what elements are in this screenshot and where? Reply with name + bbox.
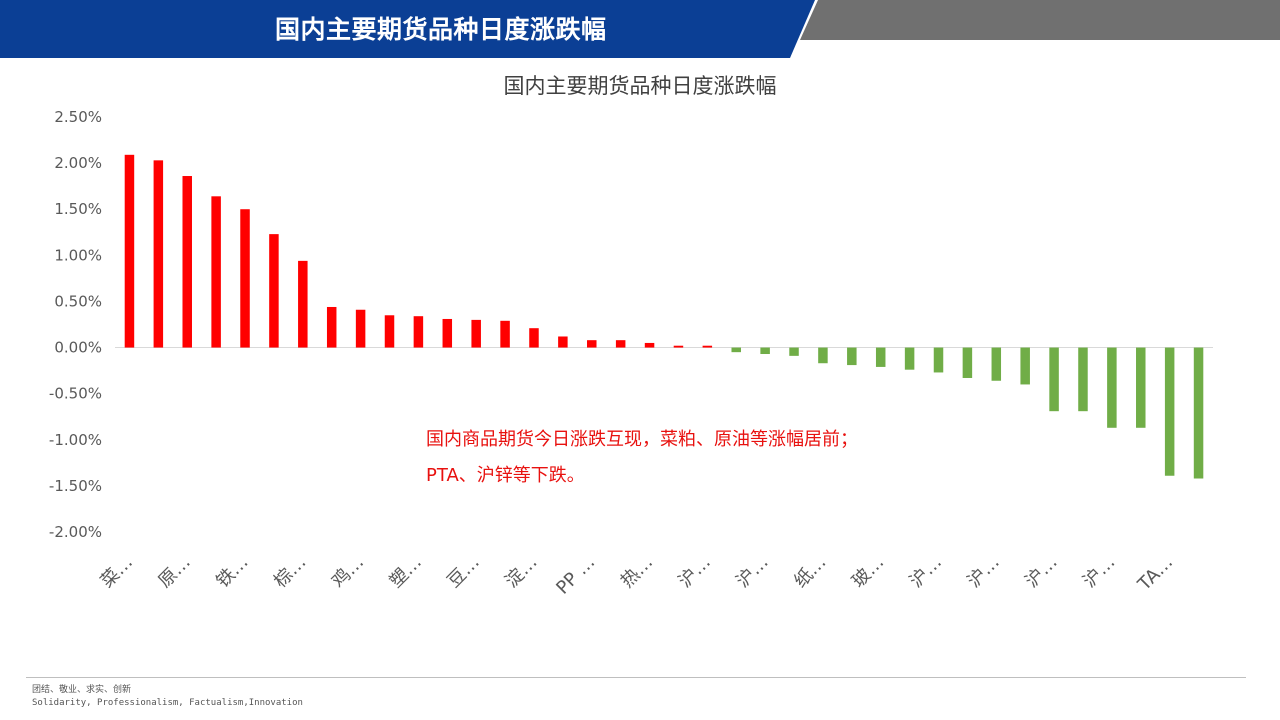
bar: [1049, 347, 1059, 412]
bar: [355, 309, 366, 348]
bar: [587, 340, 597, 348]
header-blue-band: [0, 0, 815, 58]
bar: [875, 347, 886, 367]
y-tick-label: 0.00%: [54, 339, 102, 357]
x-tick-label: 纸…: [790, 552, 830, 592]
bar: [847, 347, 857, 366]
y-tick-label: -1.00%: [49, 431, 102, 449]
footer-slogan-cn: 团结、敬业、求实、创新: [32, 685, 132, 695]
x-tick-label: 塑…: [386, 552, 426, 592]
bar: [240, 209, 250, 348]
bar: [384, 315, 395, 348]
y-tick-label: 1.00%: [54, 246, 102, 264]
bar: [298, 260, 308, 348]
annotation-line-2: PTA、沪锌等下跌。: [426, 465, 585, 486]
x-tick-label: 沪…: [964, 552, 1004, 592]
bar: [1078, 347, 1088, 412]
bar: [760, 347, 770, 355]
x-tick-label: 沪…: [732, 552, 772, 592]
x-tick-label: 沪…: [1079, 552, 1119, 592]
y-tick-label: 2.00%: [54, 154, 102, 172]
x-tick-label: TA…: [1133, 552, 1177, 596]
y-tick-label: 0.50%: [54, 292, 102, 310]
x-tick-label: 铁…: [212, 552, 252, 592]
x-tick-label: 菜…: [97, 552, 137, 592]
x-tick-label: 玻…: [848, 552, 888, 592]
y-tick-label: 2.50%: [54, 108, 102, 126]
x-tick-label: 原…: [154, 552, 194, 592]
x-tick-label: 鸡…: [328, 552, 368, 592]
page-title: 国内主要期货品种日度涨跌幅: [275, 15, 607, 44]
bar: [1136, 347, 1146, 428]
bar: [413, 316, 424, 348]
annotation-line-1: 国内商品期货今日涨跌互现，菜粕、原油等涨幅居前；: [426, 429, 858, 450]
bar: [789, 347, 799, 356]
x-tick-label: 热…: [617, 552, 657, 592]
bar: [124, 154, 135, 348]
footer-slogan-en: Solidarity, Professionalism, Factualism,…: [32, 698, 303, 708]
footer-divider: [26, 677, 1246, 678]
bar: [442, 318, 453, 348]
bar: [644, 342, 655, 348]
bar: [1193, 347, 1204, 479]
x-tick-label: 豆…: [443, 552, 483, 592]
bar: [933, 347, 944, 373]
y-tick-label: -0.50%: [49, 385, 102, 403]
bar: [962, 347, 973, 378]
bar: [1164, 347, 1175, 476]
y-tick-label: 1.50%: [54, 200, 102, 218]
bar: [471, 319, 481, 348]
y-tick-label: -1.50%: [49, 477, 102, 495]
bar: [615, 340, 626, 348]
header-banner: [0, 0, 1280, 58]
bar: [153, 160, 164, 348]
x-tick-label: 棕…: [270, 552, 310, 592]
bar: [991, 347, 1002, 381]
bar: [818, 347, 828, 364]
chart-title: 国内主要期货品种日度涨跌幅: [503, 74, 777, 98]
bar: [1020, 347, 1030, 385]
bar: [500, 320, 510, 348]
chart-annotation: 国内商品期货今日涨跌互现，菜粕、原油等涨幅居前； PTA、沪锌等下跌。: [426, 422, 858, 494]
bar: [558, 336, 568, 348]
bar: [731, 347, 741, 353]
x-tick-label: 沪…: [1021, 552, 1061, 592]
bar: [673, 345, 684, 348]
y-tick-label: -2.00%: [49, 523, 102, 541]
bar: [529, 328, 539, 348]
x-tick-label: 沪…: [906, 552, 946, 592]
bar: [211, 196, 221, 348]
bar: [904, 347, 915, 370]
bar: [269, 234, 279, 348]
bar: [182, 176, 192, 348]
bar: [1107, 347, 1117, 428]
x-tick-label: 淀…: [501, 552, 541, 592]
header-gray-band: [800, 0, 1280, 40]
bar: [326, 306, 337, 348]
x-tick-label: PP …: [552, 552, 599, 599]
x-tick-label: 沪…: [675, 552, 715, 592]
bar: [702, 345, 713, 348]
footer: 团结、敬业、求实、创新 Solidarity, Professionalism,…: [32, 684, 303, 710]
